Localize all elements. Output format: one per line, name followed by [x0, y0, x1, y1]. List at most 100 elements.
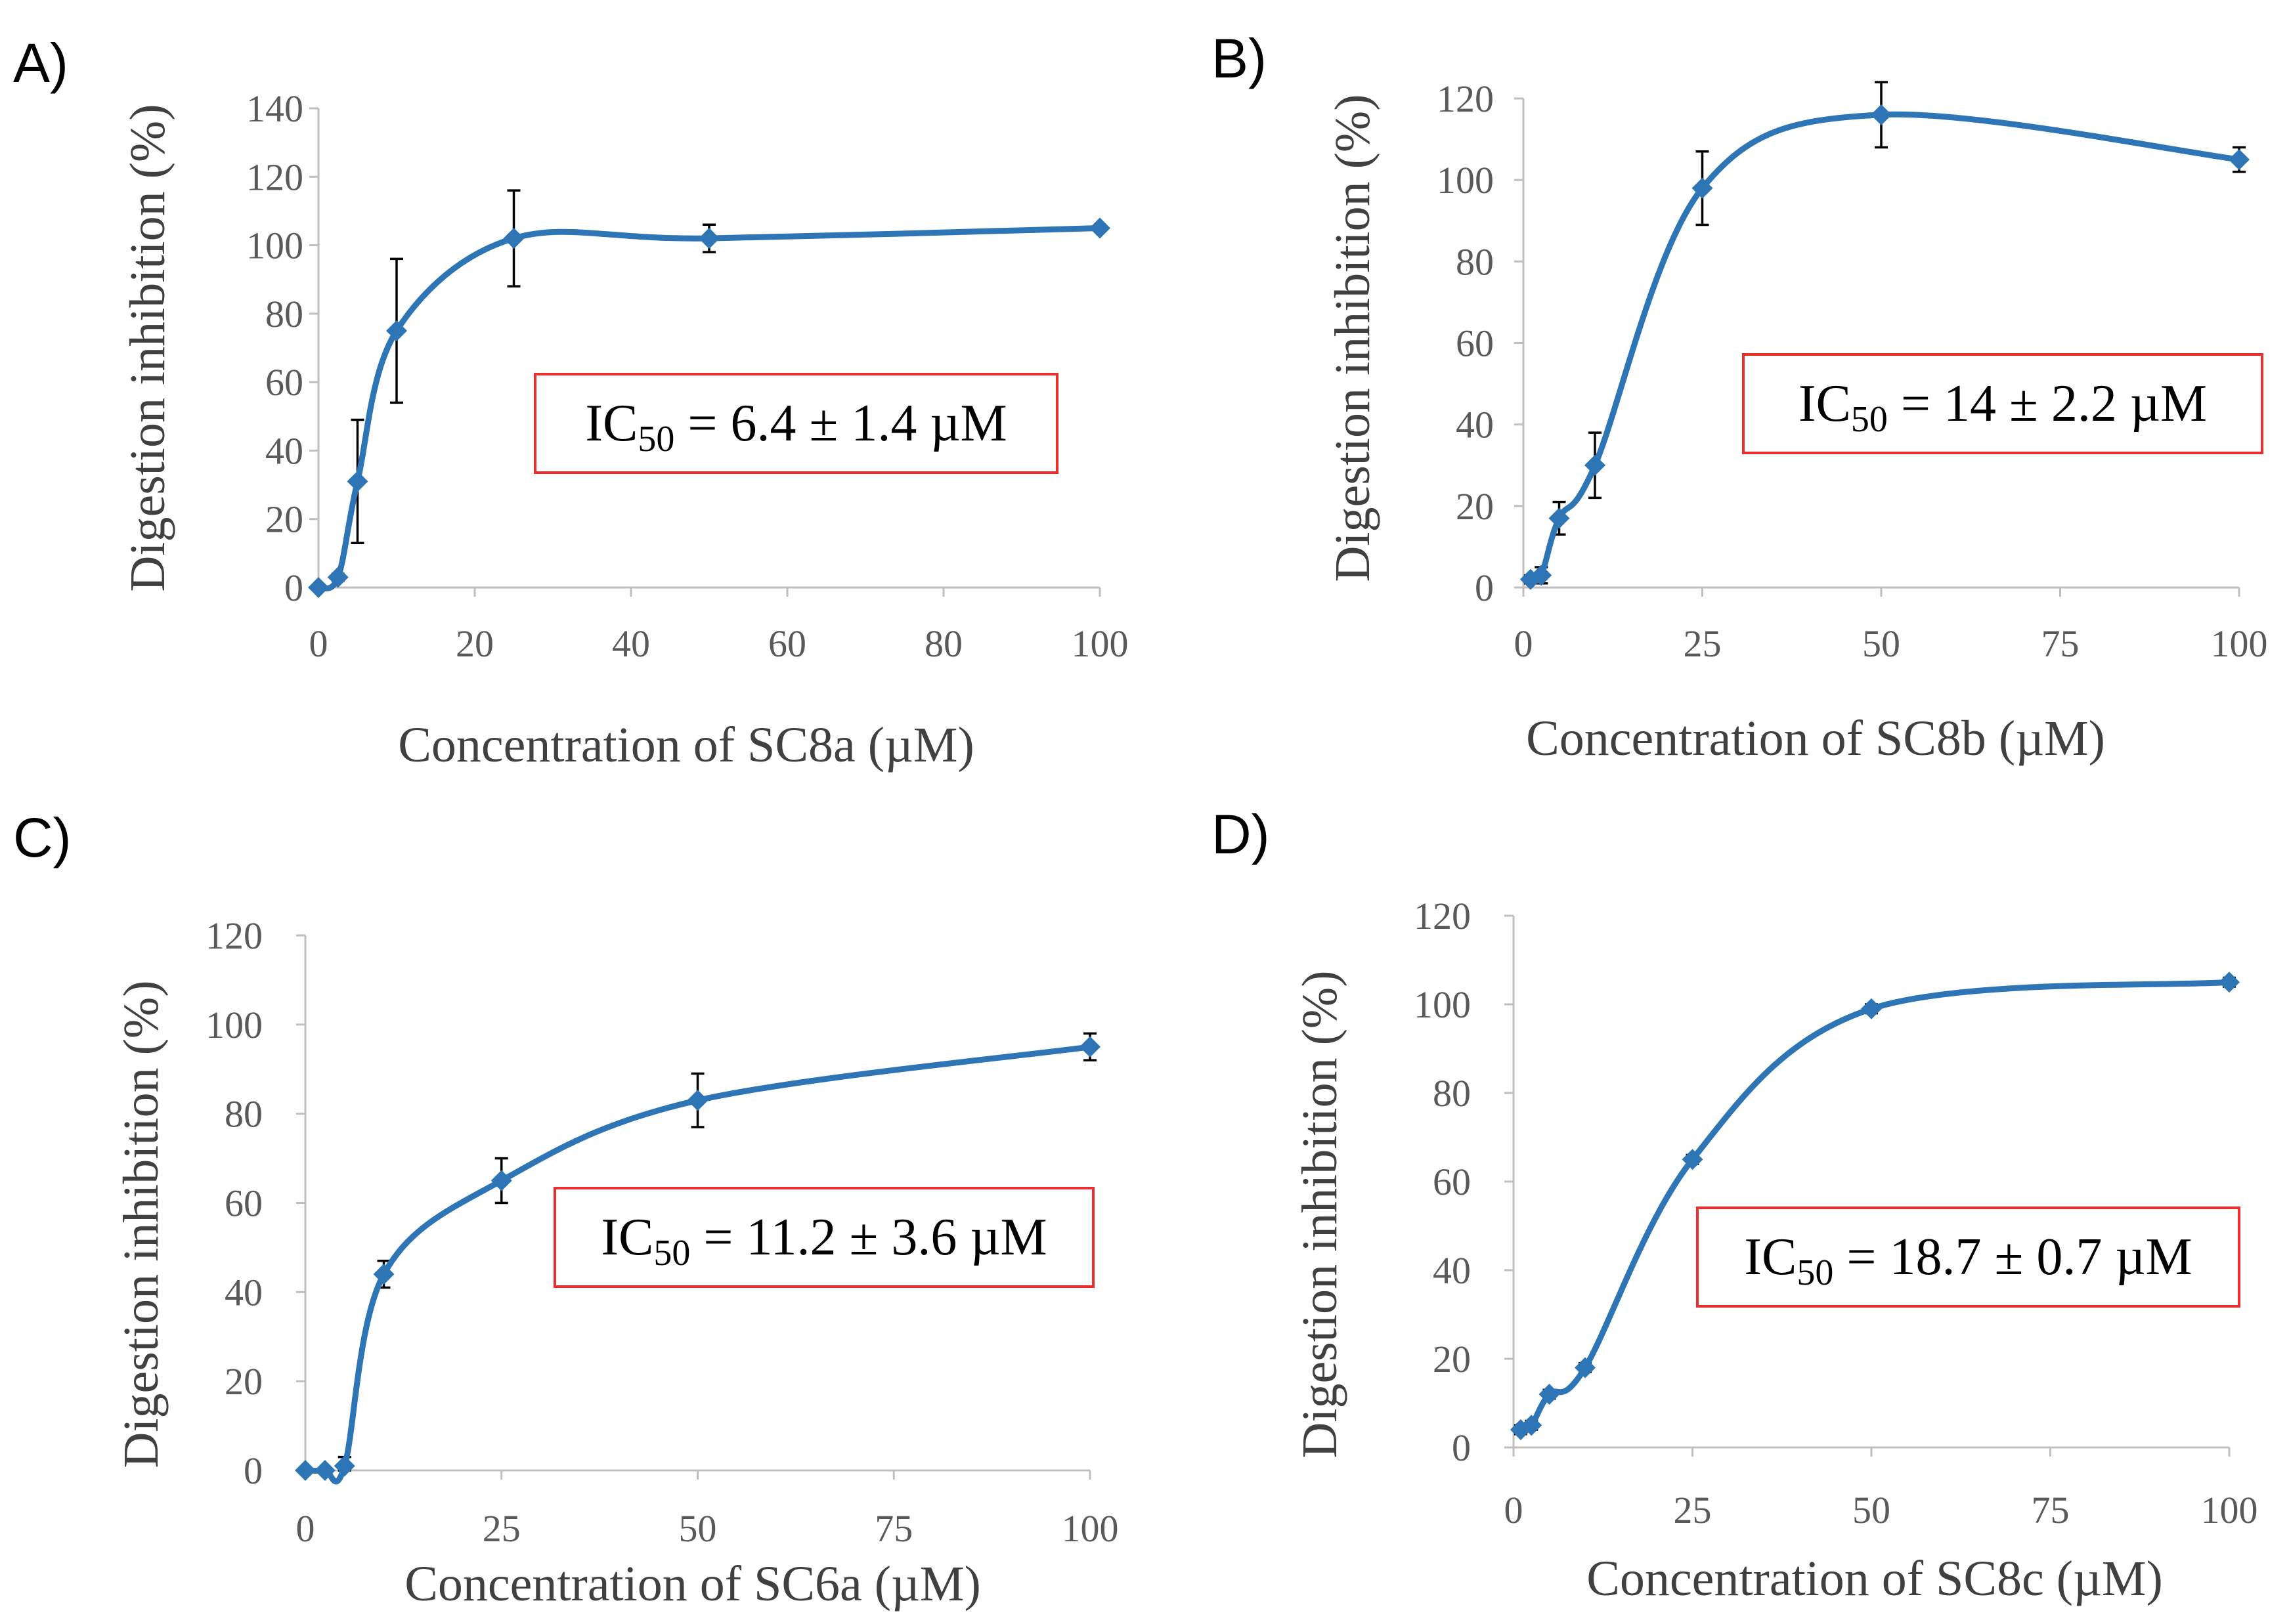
y-tick-label: 60 — [1433, 1161, 1471, 1203]
y-tick-label: 60 — [265, 361, 303, 404]
x-tick-label: 80 — [925, 622, 963, 665]
data-point — [1538, 1384, 1560, 1405]
x-tick-label: 0 — [296, 1507, 315, 1550]
x-tick-label: 75 — [875, 1507, 913, 1550]
x-tick-label: 20 — [456, 622, 494, 665]
ic50-subscript: 50 — [1797, 1252, 1833, 1293]
data-point — [1531, 565, 1552, 586]
ic50-prefix: IC — [601, 1208, 653, 1266]
data-point — [699, 228, 720, 249]
data-point — [1089, 217, 1110, 239]
ic50-value: = 18.7 ± 0.7 µM — [1833, 1228, 2192, 1286]
ic50-subscript: 50 — [1851, 399, 1888, 440]
y-axis-title: Digestion inhibition (%) — [120, 104, 175, 591]
x-axis-title: Concentration of SC8b (µM) — [1526, 711, 2105, 766]
y-tick-label: 60 — [225, 1182, 263, 1225]
y-tick-label: 140 — [246, 87, 303, 130]
x-tick-label: 25 — [483, 1507, 521, 1550]
x-tick-label: 25 — [1674, 1489, 1712, 1531]
data-point — [295, 1460, 316, 1481]
x-tick-label: 40 — [612, 622, 650, 665]
data-point — [1861, 998, 1882, 1019]
y-tick-label: 120 — [1414, 895, 1471, 937]
x-axis-title: Concentration of SC6a (µM) — [404, 1556, 981, 1612]
y-tick-label: 120 — [1437, 77, 1494, 120]
data-point — [1548, 507, 1570, 529]
ic50-subscript: 50 — [653, 1233, 690, 1273]
y-tick-label: 120 — [246, 156, 303, 198]
ic50-box — [534, 373, 1058, 474]
y-tick-label: 40 — [225, 1271, 263, 1314]
x-tick-label: 50 — [1862, 622, 1900, 665]
y-tick-label: 0 — [284, 566, 303, 609]
data-point — [1691, 177, 1713, 199]
panel-label: B) — [1211, 28, 1267, 89]
y-tick-label: 100 — [1437, 159, 1494, 202]
y-tick-label: 20 — [1456, 485, 1494, 528]
y-axis-title: Digestion inhibition (%) — [1292, 970, 1347, 1458]
y-tick-label: 100 — [206, 1004, 263, 1046]
data-point — [490, 1170, 512, 1191]
ic50-value: = 14 ± 2.2 µM — [1888, 375, 2207, 433]
y-tick-label: 20 — [225, 1360, 263, 1403]
x-tick-label: 75 — [2041, 622, 2080, 665]
data-point — [1521, 1415, 1542, 1436]
data-point — [334, 1455, 355, 1477]
y-tick-label: 80 — [1456, 240, 1494, 283]
data-point — [687, 1090, 708, 1111]
chart-panel-a: A) 0 20 40 60 80 100 120 140 0 20 40 60 80 100 Concentr… — [13, 32, 1129, 773]
y-tick-label: 100 — [246, 224, 303, 267]
x-axis-title: Concentration of SC8a (µM) — [398, 717, 974, 773]
data-point — [2229, 149, 2250, 171]
data-point — [1584, 454, 1605, 476]
y-axis-title: Digestion inhibition (%) — [114, 980, 169, 1468]
y-tick-label: 100 — [1414, 983, 1471, 1026]
x-axis-title: Concentration of SC8c (µM) — [1586, 1551, 2163, 1606]
ic50-subscript: 50 — [638, 419, 674, 459]
x-tick-label: 50 — [679, 1507, 717, 1550]
x-tick-label: 60 — [768, 622, 806, 665]
x-tick-label: 100 — [1062, 1507, 1119, 1550]
chart-panel-b: B) 0 20 40 60 80 100 120 0 25 50 75 100 Concentration… — [1211, 28, 2268, 766]
panel-label: C) — [13, 807, 72, 868]
ic50-annotation: IC50 = 6.4 ± 1.4 µM — [585, 395, 1007, 459]
data-point — [1575, 1357, 1596, 1378]
y-tick-label: 0 — [1475, 566, 1494, 609]
x-tick-label: 100 — [1072, 622, 1129, 665]
x-tick-label: 0 — [309, 622, 328, 665]
y-tick-label: 20 — [1433, 1338, 1471, 1380]
ic50-prefix: IC — [1744, 1228, 1797, 1286]
series-line — [1527, 111, 2242, 584]
data-point — [314, 1460, 336, 1481]
ic50-box — [1742, 353, 2263, 454]
y-tick-label: 60 — [1456, 322, 1494, 365]
ic50-annotation: IC50 = 11.2 ± 3.6 µM — [601, 1208, 1047, 1273]
x-tick-label: 75 — [2032, 1489, 2070, 1531]
x-tick-label: 0 — [1504, 1489, 1523, 1531]
data-point — [503, 228, 525, 249]
data-point — [1871, 104, 1892, 125]
chart-panel-d: D) 0 20 40 60 80 100 120 0 25 50 75 100 Concentration… — [1211, 803, 2258, 1606]
data-point — [347, 471, 368, 492]
y-tick-label: 80 — [1433, 1072, 1471, 1115]
series-line — [1517, 979, 2233, 1433]
y-tick-label: 0 — [1452, 1426, 1471, 1469]
y-tick-label: 40 — [265, 429, 303, 472]
y-tick-label: 20 — [265, 498, 303, 541]
ic50-box — [1696, 1207, 2240, 1308]
x-tick-label: 50 — [1852, 1489, 1890, 1531]
data-point — [327, 566, 349, 588]
y-tick-label: 80 — [265, 293, 303, 335]
x-tick-label: 100 — [2211, 622, 2268, 665]
x-tick-label: 100 — [2201, 1489, 2258, 1531]
ic50-prefix: IC — [1798, 375, 1851, 433]
ic50-prefix: IC — [585, 395, 638, 452]
y-tick-label: 0 — [244, 1449, 263, 1492]
ic50-value: = 11.2 ± 3.6 µM — [690, 1208, 1047, 1266]
data-point — [1682, 1149, 1703, 1170]
y-tick-label: 40 — [1433, 1249, 1471, 1292]
series-line — [315, 225, 1103, 591]
y-tick-label: 120 — [206, 914, 263, 957]
data-point — [308, 577, 329, 598]
data-point — [373, 1264, 395, 1285]
